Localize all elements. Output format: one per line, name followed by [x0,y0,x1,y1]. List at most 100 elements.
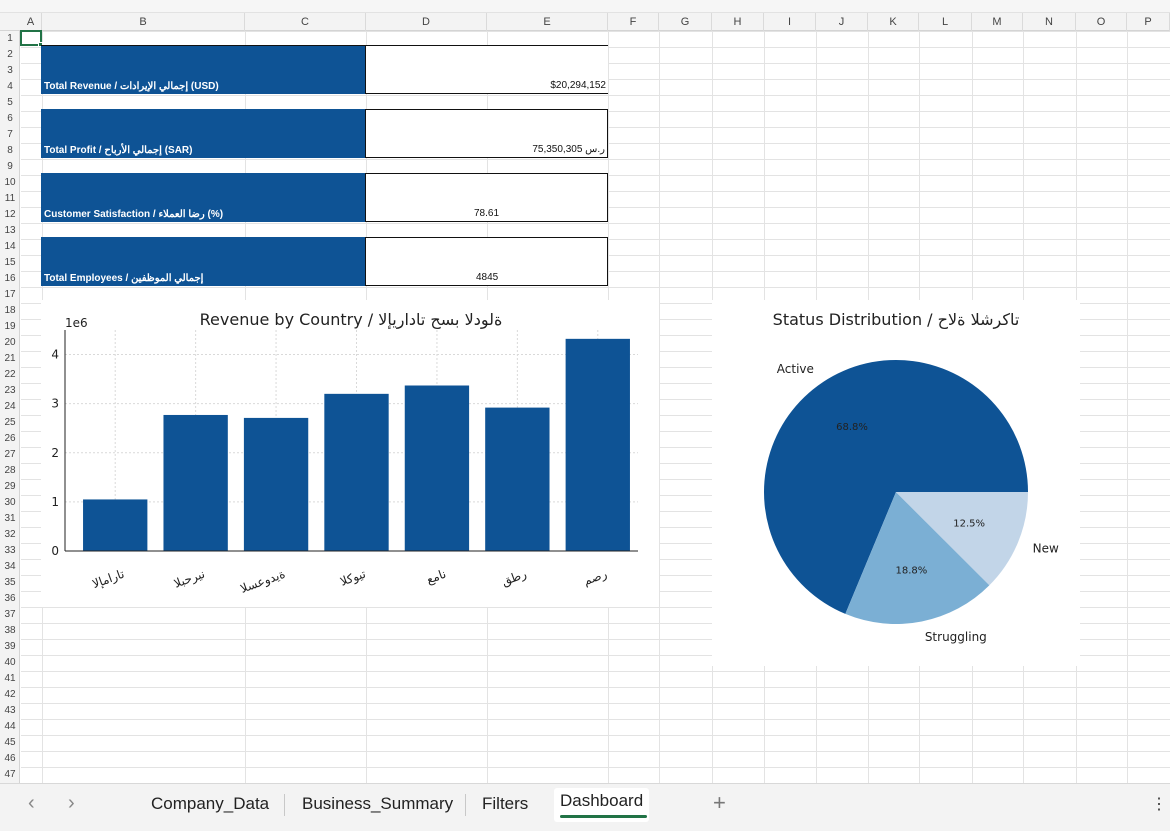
y-tick-label: 3 [51,397,59,411]
column-header-n[interactable]: N [1023,13,1076,31]
row-header-35[interactable]: 35 [4,577,16,588]
row-header-42[interactable]: 42 [4,689,16,700]
column-header-g[interactable]: G [659,13,712,31]
column-header-e[interactable]: E [487,13,608,31]
bar-1[interactable] [163,414,228,551]
tab-company-data[interactable]: Company_Data [151,794,270,813]
row-header-5[interactable]: 5 [7,97,13,108]
row-header-28[interactable]: 28 [4,465,16,476]
bar-chart-scale-label: 1e6 [65,316,88,330]
revenue-by-country-chart[interactable]: Revenue by Country / ةلودلا بسح تاداريإل… [41,300,659,607]
row-header-41[interactable]: 41 [4,673,16,684]
row-header-29[interactable]: 29 [4,481,16,492]
kpi-employees-value: 4845 [476,272,499,283]
column-header-d[interactable]: D [366,13,487,31]
row-header-33[interactable]: 33 [4,545,16,556]
column-header-h[interactable]: H [712,13,764,31]
row-header-12[interactable]: 12 [4,209,16,220]
row-header-2[interactable]: 2 [7,49,13,60]
grid-column-line [659,31,660,783]
column-header-f[interactable]: F [608,13,659,31]
row-header-7[interactable]: 7 [7,129,13,140]
row-header-1[interactable]: 1 [7,33,13,44]
row-header-36[interactable]: 36 [4,593,16,604]
row-header-9[interactable]: 9 [7,161,13,172]
column-header-a[interactable]: A [20,13,42,31]
bar-4[interactable] [404,385,470,551]
sheet-tab-bar: ‹ › Company_Data Business_Summary Filter… [0,783,1170,831]
kpi-profit-value-cell[interactable]: 75,350,305 ر.س [365,109,608,158]
row-header-47[interactable]: 47 [4,769,16,780]
kpi-employees-value-cell[interactable]: 4845 [365,237,608,286]
row-header-25[interactable]: 25 [4,417,16,428]
column-header-p[interactable]: P [1127,13,1170,31]
row-header-31[interactable]: 31 [4,513,16,524]
kpi-revenue-label: Total Revenue / إجمالي الإيرادات (USD) [41,45,366,94]
pie-slice-active[interactable] [764,360,1028,614]
bar-2[interactable] [243,417,309,551]
chevron-left-icon[interactable]: ‹ [28,792,35,814]
status-distribution-chart[interactable]: Status Distribution / تاكرشلا ةلاح Activ… [712,300,1080,666]
bar-3[interactable] [324,393,389,551]
row-header-30[interactable]: 30 [4,497,16,508]
row-header-4[interactable]: 4 [7,81,13,92]
bar-0[interactable] [83,499,148,551]
row-header-11[interactable]: 11 [4,193,16,204]
more-vertical-icon[interactable]: ⋮ [1151,796,1167,813]
row-header-40[interactable]: 40 [4,657,16,668]
row-header-24[interactable]: 24 [4,401,16,412]
chevron-right-icon[interactable]: › [68,792,75,814]
row-header-44[interactable]: 44 [4,721,16,732]
row-header-17[interactable]: 17 [4,289,16,300]
column-header-l[interactable]: L [919,13,972,31]
row-header-45[interactable]: 45 [4,737,16,748]
row-header-15[interactable]: 15 [4,257,16,268]
column-header-o[interactable]: O [1076,13,1127,31]
row-header-34[interactable]: 34 [4,561,16,572]
row-header-20[interactable]: 20 [4,337,16,348]
kpi-revenue-value-cell[interactable]: $20,294,152 [365,45,608,94]
column-header-i[interactable]: I [764,13,816,31]
tab-filters[interactable]: Filters [482,794,529,813]
kpi-satisfaction-value: 78.61 [474,208,500,219]
tab-business-summary[interactable]: Business_Summary [302,794,454,813]
x-tick-label: تارامإلا [90,567,126,592]
row-header-3[interactable]: 3 [7,65,13,76]
kpi-satisfaction-value-cell[interactable]: 78.61 [365,173,608,222]
fill-handle[interactable] [38,42,43,47]
active-cell-a1[interactable] [20,30,42,46]
column-header-j[interactable]: J [816,13,868,31]
column-header-k[interactable]: K [868,13,919,31]
row-header-16[interactable]: 16 [4,273,16,284]
y-tick-label: 0 [51,544,59,558]
row-header-23[interactable]: 23 [4,385,16,396]
row-header-27[interactable]: 27 [4,449,16,460]
row-header-22[interactable]: 22 [4,369,16,380]
pie-slice-struggling[interactable] [845,492,990,624]
column-header-m[interactable]: M [972,13,1023,31]
row-header-13[interactable]: 13 [4,225,16,236]
row-header-46[interactable]: 46 [4,753,16,764]
row-header-43[interactable]: 43 [4,705,16,716]
row-header-26[interactable]: 26 [4,433,16,444]
plus-icon[interactable]: + [713,790,726,815]
row-header-14[interactable]: 14 [4,241,16,252]
row-header-8[interactable]: 8 [7,145,13,156]
row-header-38[interactable]: 38 [4,625,16,636]
bar-5[interactable] [485,407,550,551]
row-header-37[interactable]: 37 [4,609,16,620]
row-header-18[interactable]: 18 [4,305,16,316]
column-header-c[interactable]: C [245,13,366,31]
x-tick-label: تيوكلا [338,567,368,590]
bar-6[interactable] [565,338,630,551]
pie-slice-new[interactable] [896,492,1028,586]
row-header-39[interactable]: 39 [4,641,16,652]
column-header-b[interactable]: B [42,13,245,31]
row-header-32[interactable]: 32 [4,529,16,540]
row-header-21[interactable]: 21 [4,353,16,364]
row-header-6[interactable]: 6 [7,113,13,124]
y-tick-label: 4 [51,348,59,362]
row-header-19[interactable]: 19 [4,321,16,332]
row-header-10[interactable]: 10 [4,177,16,188]
pie-label-new: New [1033,542,1059,556]
